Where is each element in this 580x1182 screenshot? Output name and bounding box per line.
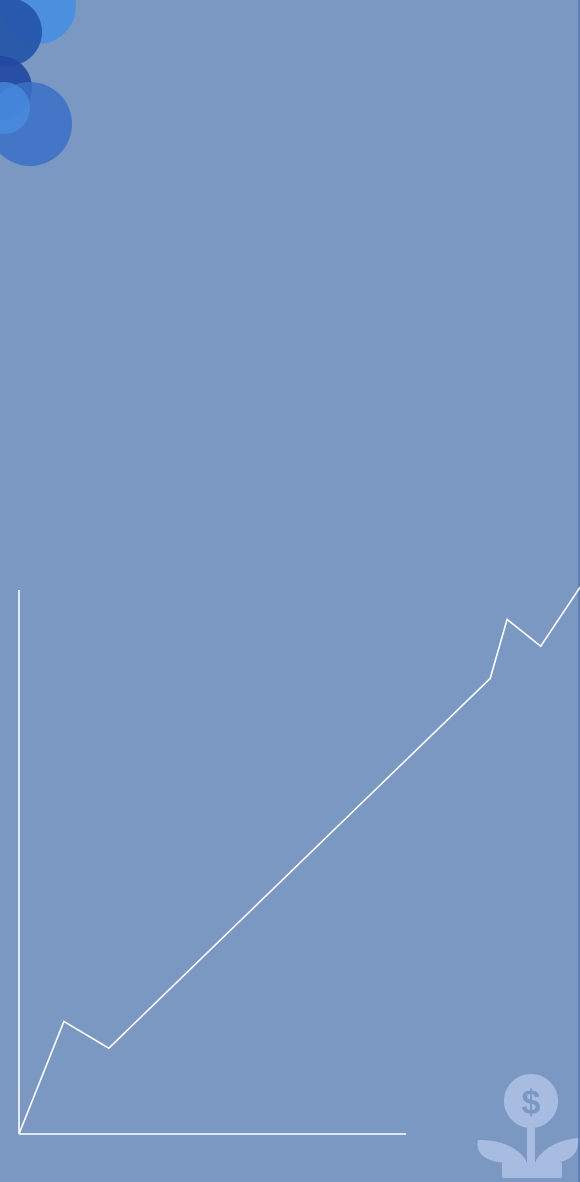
bubble-dark (0, 0, 42, 66)
dollar-sign: $ (522, 1084, 541, 1122)
plant-leaf-right (536, 1138, 579, 1163)
trend-line (18, 586, 580, 1135)
plant-leaf-left (477, 1140, 526, 1164)
plant-stem (527, 1128, 535, 1164)
coin-icon (504, 1074, 558, 1128)
plant-pot (502, 1162, 562, 1178)
bubble-shade (0, 82, 30, 134)
slide-edge (578, 0, 580, 1182)
